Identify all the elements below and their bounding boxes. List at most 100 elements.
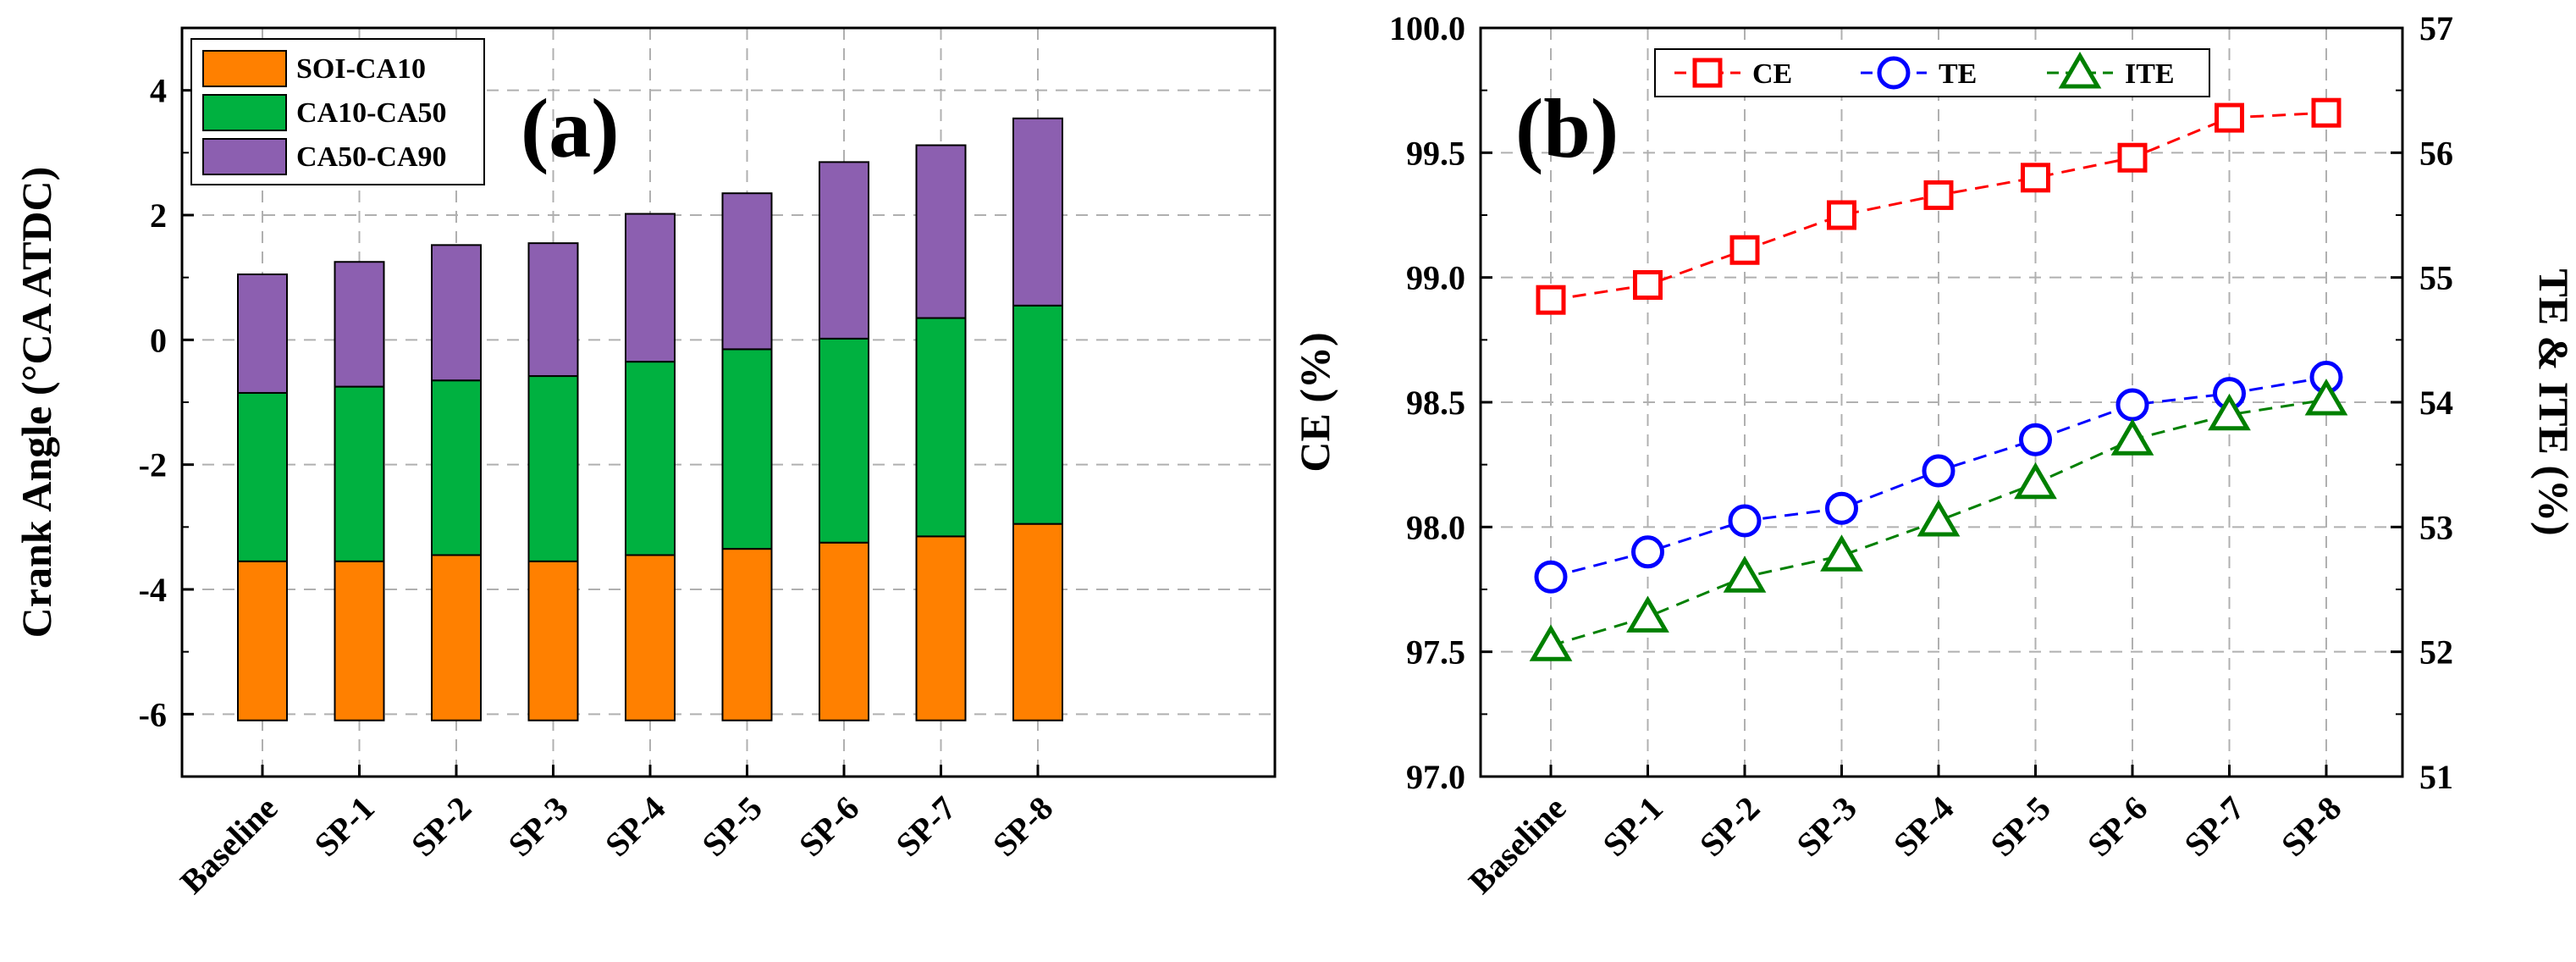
bar-segment-ca50-ca90 [237,273,288,394]
x-tick-label: Baseline [173,789,284,901]
y-right-tick-label: 57 [2419,9,2453,47]
y-left-tick-label: 98.5 [1406,384,1465,422]
x-tick-label: SP-1 [1595,789,1669,864]
data-point-ite [2304,379,2348,416]
y-tick-label: 0 [150,321,167,359]
x-tick-label: SP-5 [1983,789,2057,864]
legend-frame [1654,48,2210,97]
x-tick-label: SP-3 [1789,789,1863,864]
bar-segment-ca50-ca90 [431,244,482,382]
bar-segment-soi-ca10 [819,541,869,722]
bar-segment-ca50-ca90 [527,242,579,378]
panel-label: (b) [1515,81,1619,175]
bar-segment-ca50-ca90 [721,192,773,351]
bar-segment-ca10-ca50 [237,391,288,562]
x-tick-label: SP-8 [985,789,1060,864]
bar-segment-ca10-ca50 [334,385,385,562]
data-point-te [2019,423,2052,456]
data-point-ce [2021,163,2050,193]
legend: SOI-CA10 CA10-CA50 CA50-CA90 [190,38,485,185]
y-left-tick-label: 99.0 [1406,259,1465,297]
data-point-ce [1536,285,1566,315]
data-point-ce [2215,102,2244,133]
x-tick-label: SP-7 [2176,789,2251,864]
x-tick-label: SP-1 [306,789,381,864]
y-right-axis-title: TE & ITE (%) [2530,268,2576,535]
bar-segment-soi-ca10 [625,554,676,722]
data-point-ite [2110,418,2154,456]
bar-segment-soi-ca10 [915,535,967,722]
data-point-ce [2311,97,2342,128]
data-point-te [1534,560,1568,594]
legend-label: SOI-CA10 [296,53,426,85]
data-point-te [1825,491,1858,525]
data-point-ce [2117,142,2148,173]
bar-segment-ca10-ca50 [915,317,967,538]
y-left-tick-label: 99.5 [1406,134,1465,172]
x-tick-label: SP-2 [1692,789,1767,864]
bar-segment-ca50-ca90 [819,161,869,340]
legend-label: CA10-CA50 [296,97,447,129]
data-point-te [1631,535,1664,569]
y-right-tick-label: 54 [2419,384,2453,422]
y-right-tick-label: 51 [2419,758,2453,796]
bar-segment-ca10-ca50 [527,375,579,562]
legend-swatch-soi-ca10 [202,50,287,87]
bar-segment-soi-ca10 [237,560,288,722]
data-point-ite [2014,462,2057,500]
bar-segment-ca50-ca90 [625,213,676,363]
y-left-tick-label: 97.5 [1406,633,1465,672]
data-point-ite [1917,500,1961,537]
panel-label: (a) [521,81,620,175]
y-left-tick-label: 97.0 [1406,758,1465,796]
data-point-ce [1729,235,1760,265]
x-tick-label: SP-4 [1886,789,1961,864]
series-ce [1536,97,2342,315]
data-point-te [2115,388,2149,422]
data-point-ce [1923,180,1954,210]
bar-segment-soi-ca10 [1012,522,1063,722]
x-tick-label: SP-5 [694,789,769,864]
data-point-ite [2208,393,2251,431]
y-left-tick-label: 100.0 [1389,9,1465,47]
y-right-tick-label: 55 [2419,259,2453,297]
y-tick-label: -6 [139,695,167,733]
bar-segment-ca10-ca50 [625,361,676,556]
data-point-te [1922,454,1955,488]
legend-label: CE [1752,58,1792,90]
legend-marker-ce [1692,58,1723,88]
x-tick-label: Baseline [1461,789,1573,901]
bar-segment-soi-ca10 [431,554,482,722]
series-ite [1529,379,2348,661]
y-left-tick-label: 98.0 [1406,508,1465,546]
x-tick-label: SP-7 [888,789,963,864]
bar-segment-ca10-ca50 [1012,304,1063,525]
y-tick-label: -4 [139,571,167,609]
y-right-tick-label: 52 [2419,633,2453,672]
y-tick-label: 2 [150,196,167,235]
series-te [1534,361,2343,594]
x-tick-label: SP-6 [792,789,866,864]
bar-segment-ca50-ca90 [915,144,967,319]
legend-marker-te [1877,56,1911,90]
bar-segment-ca10-ca50 [721,348,773,550]
data-point-ite [1723,556,1767,593]
legend-label: ITE [2125,58,2175,90]
x-tick-label: SP-2 [404,789,478,864]
legend-swatch-ca50-ca90 [202,138,287,175]
bar-segment-ca50-ca90 [1012,117,1063,307]
legend-marker-ite [2058,52,2102,89]
y-left-axis-title: CE (%) [1291,332,1338,472]
data-point-ite [1820,534,1863,572]
data-point-ce [1633,270,1663,301]
x-tick-label: SP-8 [2274,789,2348,864]
bar-segment-ca50-ca90 [334,261,385,388]
legend-label: TE [1939,58,1977,90]
y-tick-label: -2 [139,446,167,484]
legend-label: CA50-CA90 [296,141,447,173]
y-right-tick-label: 53 [2419,508,2453,546]
legend-swatch-ca10-ca50 [202,94,287,131]
y-tick-label: 4 [150,72,167,110]
y-right-tick-label: 56 [2419,134,2453,172]
